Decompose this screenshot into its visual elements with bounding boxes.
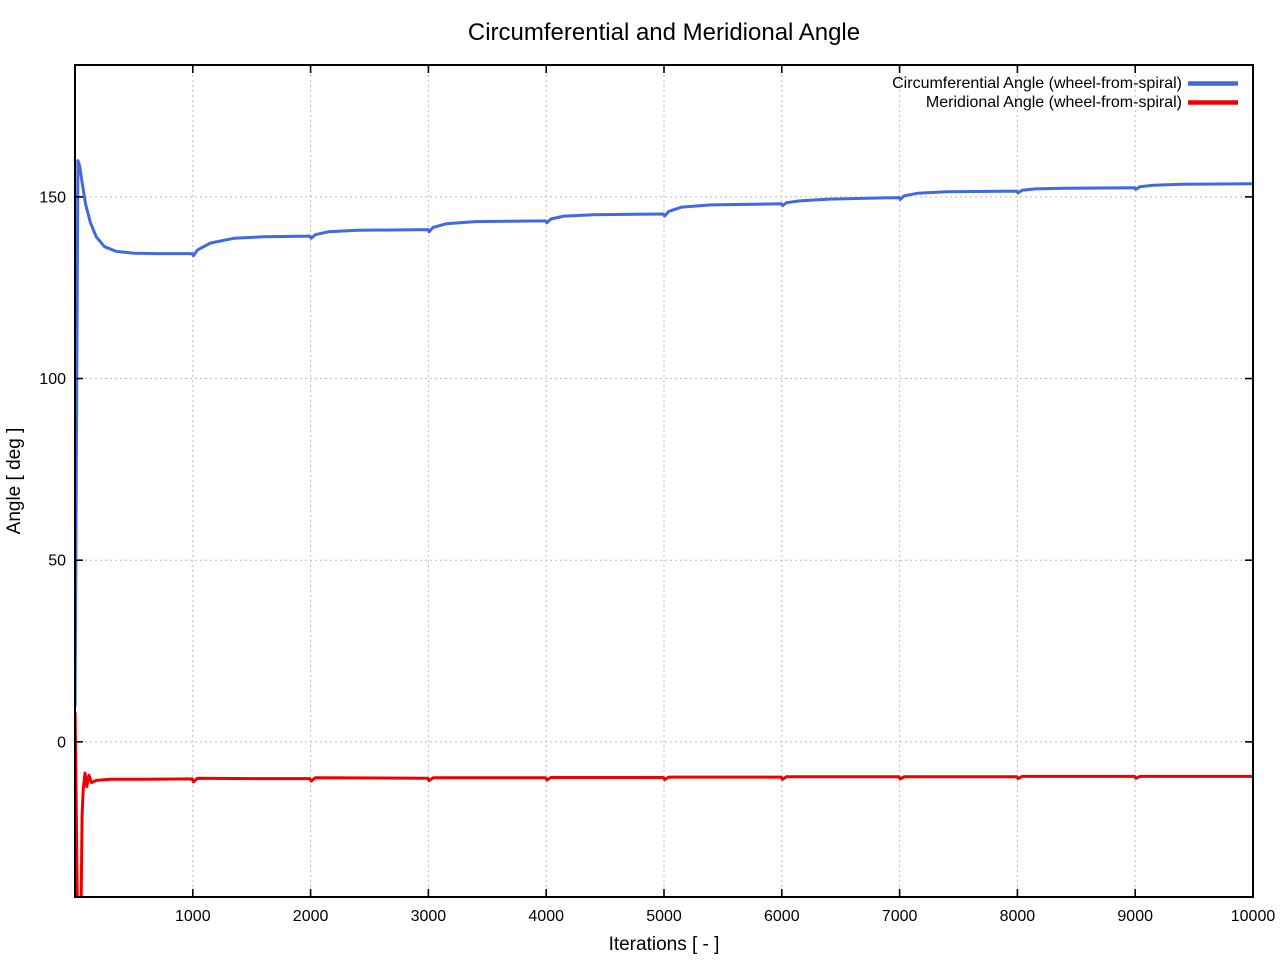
- data-series: [75, 159, 1253, 897]
- y-tick-label: 100: [39, 371, 66, 388]
- chart-title: Circumferential and Meridional Angle: [468, 19, 860, 46]
- x-tick-label: 4000: [528, 908, 564, 925]
- x-tick-label: 9000: [1117, 908, 1153, 925]
- y-tick-label: 150: [39, 189, 66, 206]
- y-axis-label: Angle [ deg ]: [4, 428, 25, 535]
- x-axis-label: Iterations [ - ]: [609, 934, 720, 955]
- axis-ticks: [75, 65, 1254, 897]
- y-tick-label: 0: [57, 734, 66, 751]
- x-tick-label: 10000: [1231, 908, 1276, 925]
- x-tick-label: 7000: [882, 908, 918, 925]
- y-tick-label: 50: [48, 553, 66, 570]
- x-tick-label: 3000: [411, 908, 447, 925]
- series-line-0: [75, 159, 1253, 707]
- x-tick-label: 6000: [764, 908, 800, 925]
- legend: Circumferential Angle (wheel-from-spiral…: [892, 75, 1238, 111]
- x-tick-label: 2000: [293, 908, 329, 925]
- legend-label-0: Circumferential Angle (wheel-from-spiral…: [892, 75, 1182, 92]
- x-tick-label: 1000: [175, 908, 211, 925]
- x-tick-label: 5000: [646, 908, 682, 925]
- x-tick-label: 8000: [1000, 908, 1036, 925]
- series-line-1: [75, 711, 1253, 897]
- legend-label-1: Meridional Angle (wheel-from-spiral): [926, 94, 1182, 111]
- gridlines: [75, 65, 1253, 897]
- tick-labels: 1000 2000 3000 4000 5000 6000 7000 8000 9000 1000…: [39, 189, 1275, 925]
